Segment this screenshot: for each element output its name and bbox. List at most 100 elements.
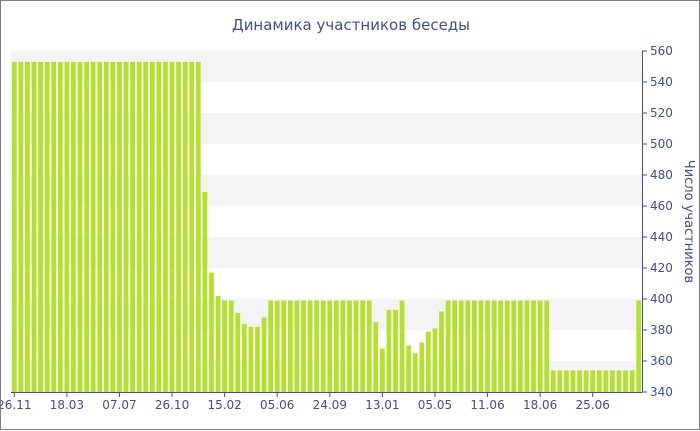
bar xyxy=(130,61,135,392)
bar xyxy=(445,300,451,392)
bar xyxy=(596,370,602,392)
y-tick-label: 380 xyxy=(650,323,673,337)
bar xyxy=(518,300,523,392)
x-tick-label: 25.06 xyxy=(576,398,610,412)
bar xyxy=(583,370,589,392)
bar xyxy=(222,300,227,392)
bar xyxy=(550,370,556,392)
bar xyxy=(537,300,543,392)
bar xyxy=(629,370,635,392)
bar xyxy=(472,300,477,392)
bar xyxy=(419,342,425,392)
grid-band xyxy=(11,299,642,330)
bar xyxy=(294,300,300,392)
bar xyxy=(44,61,50,392)
bar xyxy=(491,300,497,392)
bar xyxy=(366,300,372,392)
bar xyxy=(406,345,412,392)
bar xyxy=(570,370,576,392)
bar xyxy=(314,300,320,392)
bar xyxy=(228,300,234,392)
grid-band xyxy=(11,113,642,144)
y-tick-label: 340 xyxy=(650,385,673,399)
bar xyxy=(616,370,622,392)
x-tick-label: 05.05 xyxy=(418,398,452,412)
bar xyxy=(287,300,293,392)
bar xyxy=(255,326,260,392)
bar xyxy=(307,300,313,392)
bar xyxy=(169,61,175,392)
y-axis-ticks: 340 360 380 400 420 440 460 480 500 520 540 560 xyxy=(642,44,673,399)
x-tick-label: 15.02 xyxy=(207,398,241,412)
bar xyxy=(215,295,221,392)
x-tick-label: 13.01 xyxy=(365,398,399,412)
bar xyxy=(301,300,306,392)
bar xyxy=(57,61,63,392)
bar xyxy=(498,300,504,392)
x-tick-label: 18.06 xyxy=(523,398,557,412)
bar xyxy=(110,61,116,392)
y-tick-label: 480 xyxy=(650,168,673,182)
bar xyxy=(577,370,582,392)
bar xyxy=(465,300,471,392)
bar xyxy=(281,300,287,392)
bar xyxy=(209,272,214,392)
bar xyxy=(511,300,517,392)
bar xyxy=(97,61,103,392)
x-tick-label: 26.11 xyxy=(1,398,31,412)
y-tick-label: 440 xyxy=(650,230,673,244)
x-axis-ticks: 26.11 18.03 07.07 26.10 15.02 05.06 24.09 13.01… xyxy=(1,392,610,412)
bar xyxy=(38,61,43,392)
bar xyxy=(432,328,438,392)
bar xyxy=(610,370,615,392)
bar xyxy=(603,370,609,392)
y-tick-label: 460 xyxy=(650,199,673,213)
bar xyxy=(11,61,17,392)
bar xyxy=(439,311,444,392)
bar xyxy=(123,61,129,392)
bar xyxy=(458,300,464,392)
bar xyxy=(426,331,431,392)
bar xyxy=(636,300,642,392)
bar xyxy=(399,300,405,392)
bar xyxy=(557,370,563,392)
bar xyxy=(51,61,57,392)
grid-band xyxy=(11,175,642,206)
grid-band xyxy=(11,361,642,392)
bar xyxy=(504,300,510,392)
bar xyxy=(333,300,339,392)
bar xyxy=(353,300,359,392)
bar xyxy=(623,370,628,392)
bar xyxy=(182,61,188,392)
bar xyxy=(320,300,326,392)
bar xyxy=(274,300,280,392)
y-tick-label: 420 xyxy=(650,261,673,275)
grid-band xyxy=(11,51,642,82)
bar xyxy=(156,61,162,392)
bar xyxy=(564,370,569,392)
bar xyxy=(386,309,392,392)
bar xyxy=(163,61,168,392)
y-tick-label: 500 xyxy=(650,137,673,151)
bar xyxy=(544,300,550,392)
bar xyxy=(71,61,76,392)
bar xyxy=(248,326,254,392)
bar xyxy=(202,192,208,392)
bar xyxy=(136,61,142,392)
bar xyxy=(18,61,24,392)
y-tick-label: 520 xyxy=(650,106,673,120)
bar xyxy=(77,61,83,392)
bar xyxy=(90,61,96,392)
bar xyxy=(340,300,346,392)
bar xyxy=(590,370,596,392)
bar xyxy=(149,61,155,392)
y-tick-label: 560 xyxy=(650,44,673,58)
bar xyxy=(485,300,490,392)
bar xyxy=(452,300,458,392)
bar xyxy=(380,348,385,392)
bar xyxy=(64,61,70,392)
bar xyxy=(373,322,379,392)
bar xyxy=(235,312,241,392)
x-tick-label: 05.06 xyxy=(260,398,294,412)
